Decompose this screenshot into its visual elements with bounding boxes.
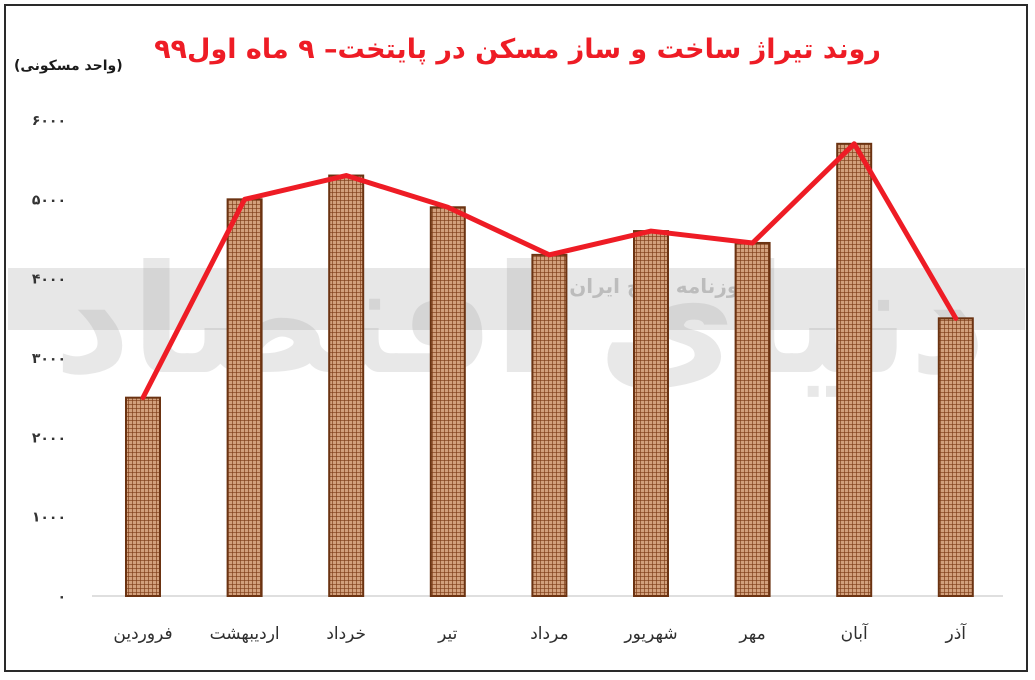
bar (226, 198, 263, 597)
x-tick-label: مهر (738, 624, 765, 644)
y-axis-ticks: ۰ ۱۰۰۰ ۲۰۰۰ ۳۰۰۰ ۴۰۰۰ ۵۰۰۰ ۶۰۰۰ (32, 113, 66, 605)
x-tick-label: آذر (945, 622, 968, 644)
bars-group (125, 142, 974, 598)
x-tick-label: تیر (437, 624, 458, 644)
y-axis-unit-label: (واحد مسکونی) (14, 58, 123, 74)
bar (937, 317, 974, 597)
bar (836, 142, 873, 598)
bar (328, 174, 365, 598)
y-tick-label: ۰ (57, 589, 66, 605)
bar (429, 206, 466, 597)
x-tick-label: شهریور (623, 624, 677, 644)
y-tick-label: ۵۰۰۰ (32, 192, 66, 208)
y-tick-label: ۲۰۰۰ (32, 430, 66, 446)
x-tick-label: خرداد (326, 624, 366, 644)
bar (125, 396, 161, 597)
y-tick-label: ۳۰۰۰ (32, 351, 66, 367)
x-tick-label: اردیبهشت (210, 624, 280, 644)
bar (734, 241, 771, 597)
x-tick-label: مرداد (530, 624, 568, 644)
bar (531, 253, 568, 597)
chart-title: روند تیراژ ساخت و ساز مسکن در پایتخت– ۹ … (154, 34, 881, 65)
y-tick-label: ۴۰۰۰ (32, 272, 66, 288)
trend-line-group (140, 141, 959, 401)
x-tick-label: فروردین (113, 624, 172, 644)
x-axis-ticks: فروردین اردیبهشت خرداد تیر مرداد شهریور مهر آبا… (113, 622, 967, 644)
y-tick-label: ۱۰۰۰ (32, 510, 66, 526)
x-tick-label: آبان (841, 622, 869, 644)
watermark-text: دنیای اقتصاد (54, 234, 987, 408)
trend-line (140, 141, 959, 401)
bar (633, 230, 669, 597)
y-tick-label: ۶۰۰۰ (32, 113, 66, 129)
